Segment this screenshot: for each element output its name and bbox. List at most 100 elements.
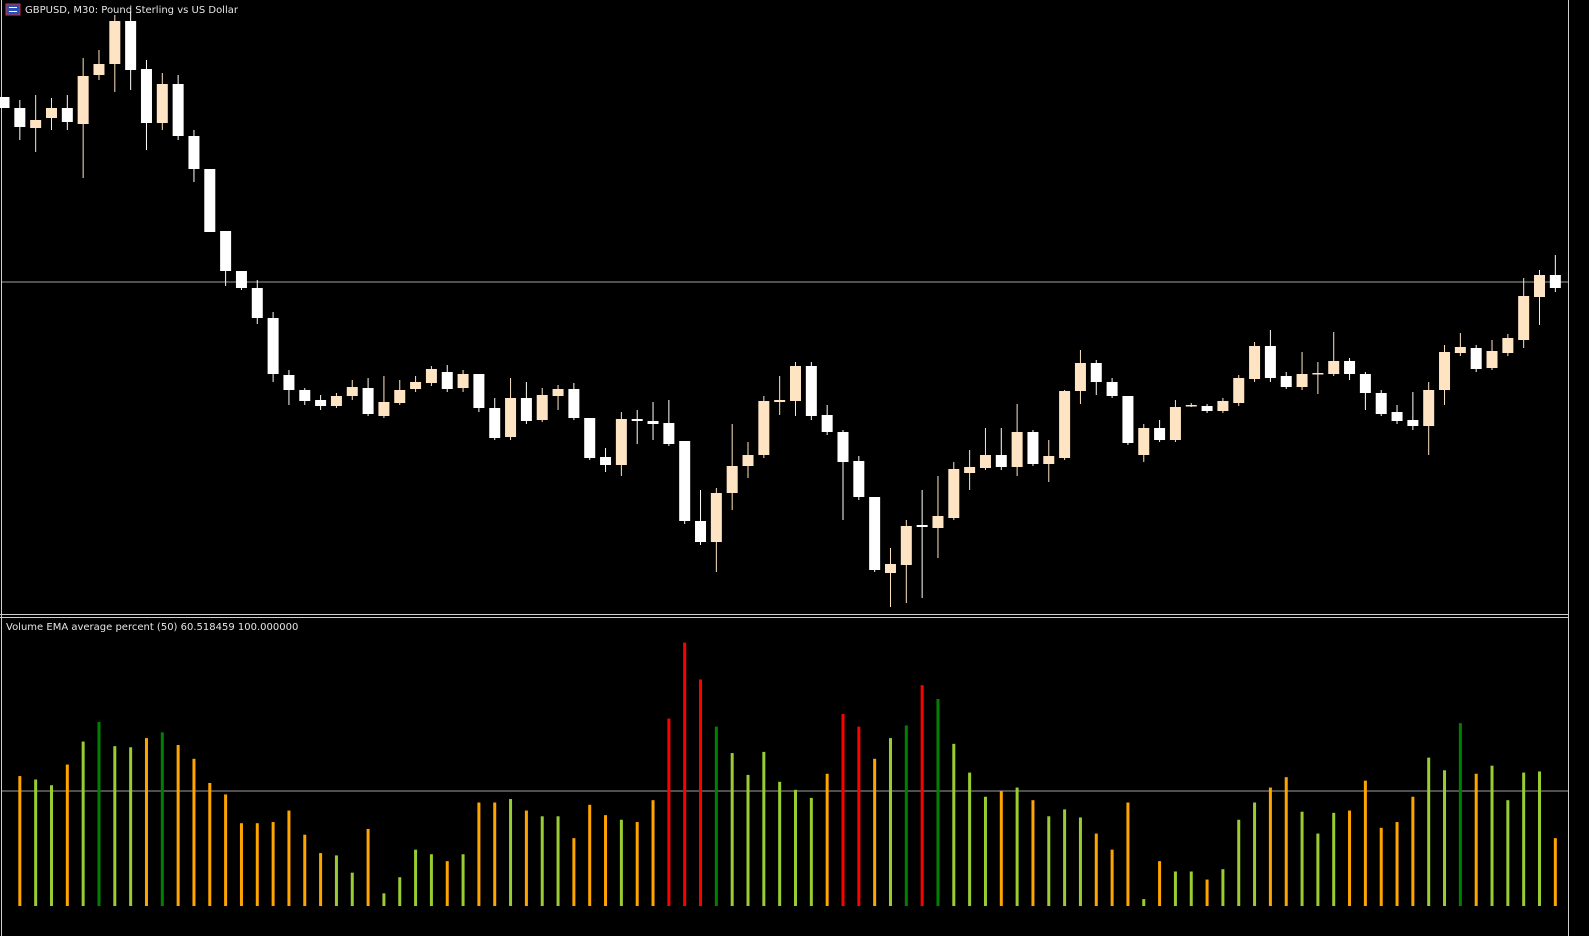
volume-bar <box>619 819 623 906</box>
candle-body <box>1391 412 1403 421</box>
volume-bar <box>192 758 196 906</box>
volume-bar <box>113 746 117 906</box>
volume-bar <box>334 855 338 906</box>
chart-title: GBPUSD, M30: Pound Sterling vs US Dollar <box>25 5 239 16</box>
volume-bar <box>224 794 228 906</box>
volume-bar <box>1395 822 1399 906</box>
volume-bar <box>1205 879 1209 906</box>
candle-body <box>1264 346 1276 378</box>
volume-bar <box>825 773 829 906</box>
candle-body <box>299 390 311 401</box>
candle-body <box>1280 376 1292 387</box>
candle-body <box>235 271 247 288</box>
candle-body <box>1138 428 1150 455</box>
candle-body <box>1106 382 1118 396</box>
candle-body <box>695 521 707 542</box>
volume-bar <box>414 849 418 906</box>
candle-body <box>884 564 896 573</box>
volume-bar <box>730 753 734 906</box>
volume-bar <box>857 726 861 906</box>
candle-body <box>1470 348 1482 369</box>
volume-bar <box>1094 833 1098 906</box>
candle-body <box>109 21 121 64</box>
candle-body <box>710 493 722 542</box>
volume-bar <box>841 713 845 906</box>
volume-bar <box>160 732 164 906</box>
volume-bar <box>1158 861 1162 906</box>
volume-bar <box>509 799 513 906</box>
candle-body <box>1359 374 1371 393</box>
symbol-icon <box>5 3 21 16</box>
volume-bar <box>1300 811 1304 906</box>
volume-bar <box>255 823 259 906</box>
candle-body <box>1059 391 1071 458</box>
volume-bar <box>1332 812 1336 906</box>
volume-bar <box>176 745 180 906</box>
volume-bar <box>667 718 671 906</box>
candle-body <box>362 388 374 414</box>
volume-bar <box>604 815 608 906</box>
volume-bar <box>129 747 133 906</box>
candle-body <box>172 84 184 136</box>
volume-bar <box>1173 871 1177 906</box>
candle-body <box>1344 361 1356 374</box>
volume-bar <box>1427 757 1431 906</box>
volume-bar <box>1458 723 1462 906</box>
volume-bar <box>1553 838 1557 906</box>
candle-body <box>1407 420 1419 426</box>
volume-bar <box>1078 817 1082 906</box>
volume-bar <box>794 789 797 906</box>
candle-body <box>932 516 944 528</box>
candle-body <box>441 372 453 389</box>
candle-body <box>425 369 437 383</box>
volume-bar <box>1490 765 1494 906</box>
volume-bar <box>271 822 275 906</box>
candle-body <box>869 497 881 570</box>
volume-bar <box>18 776 22 906</box>
volume-bar <box>651 800 655 906</box>
volume-bar <box>493 802 497 906</box>
candle-body <box>979 455 991 468</box>
candle-body <box>853 461 865 497</box>
candle-body <box>742 455 754 466</box>
candle-body <box>1201 406 1213 411</box>
volume-bar <box>1363 780 1367 906</box>
volume-bar <box>699 679 703 906</box>
candle-body <box>1454 347 1466 353</box>
candle-body <box>584 418 596 458</box>
candle-body <box>837 432 849 462</box>
volume-bar <box>540 816 544 906</box>
volume-bar <box>49 785 53 906</box>
volume-bar <box>873 758 877 906</box>
volume-bar <box>588 804 592 906</box>
candle-body <box>77 76 89 124</box>
volume-bar <box>319 853 323 906</box>
candle-body <box>1312 373 1324 375</box>
volume-bar <box>524 810 528 906</box>
candle-body <box>821 415 833 432</box>
candle-body <box>140 69 152 123</box>
volume-bar <box>303 834 307 906</box>
candle-body <box>45 108 57 118</box>
volume-bar <box>1031 800 1035 906</box>
candle-body <box>631 419 643 421</box>
candle-body <box>790 366 801 401</box>
volume-bar <box>936 699 940 906</box>
volume-bar <box>81 741 85 906</box>
candle-body <box>61 108 73 122</box>
volume-bar <box>1474 773 1478 906</box>
volume-bar <box>1348 810 1352 906</box>
volume-bar <box>350 872 354 906</box>
volume-bar <box>1284 777 1288 906</box>
candle-body <box>1043 456 1055 464</box>
candle-body <box>1502 338 1514 353</box>
volume-bar <box>239 823 243 906</box>
volume-bar <box>1063 809 1067 906</box>
volume-bar <box>445 861 449 906</box>
candle-body <box>267 318 279 374</box>
volume-bar <box>1142 899 1146 906</box>
volume-bar <box>1379 827 1383 906</box>
candle-body <box>679 441 691 521</box>
volume-bar <box>1047 816 1051 906</box>
candle-body <box>1439 352 1451 390</box>
